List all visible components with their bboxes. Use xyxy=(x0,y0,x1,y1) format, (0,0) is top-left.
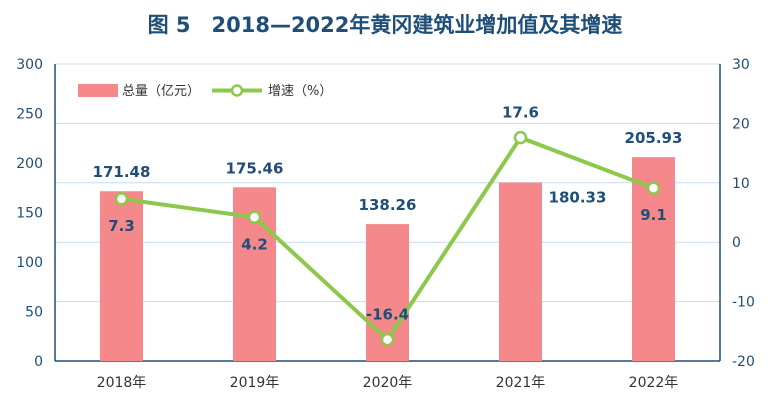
left-axis-tick-label: 200 xyxy=(16,156,43,172)
right-axis-tick-label: 20 xyxy=(732,116,750,132)
legend-bar-swatch xyxy=(78,84,118,97)
chart-title: 图 5 2018—2022年黄冈建筑业增加值及其增速 xyxy=(148,13,623,37)
bar-data-labels: 171.48 175.46 138.26 180.33 205.93 xyxy=(93,129,683,214)
line-point xyxy=(114,192,129,206)
bar-data-label: 175.46 xyxy=(226,159,284,177)
legend: 总量（亿元） 增速（%） xyxy=(78,84,332,99)
bar xyxy=(100,191,143,361)
bar-data-label: 180.33 xyxy=(549,188,607,206)
right-axis-tick-label: 0 xyxy=(732,235,741,251)
left-axis-tick-label: 150 xyxy=(16,206,43,222)
x-axis-tick-label: 2021年 xyxy=(496,375,546,391)
right-axis-tick-label: 10 xyxy=(732,176,750,192)
legend-line-label: 增速（%） xyxy=(268,84,332,99)
right-axis-tick-label: -20 xyxy=(732,354,755,370)
left-axis-tick-label: 100 xyxy=(16,255,43,271)
x-axis-ticks: 2018年 2019年 2020年 2021年 2022年 xyxy=(97,375,679,391)
line-data-labels: 7.3 4.2 -16.4 17.6 9.1 xyxy=(108,104,667,324)
x-axis-tick-label: 2022年 xyxy=(629,375,679,391)
line-data-label: 17.6 xyxy=(502,104,539,122)
bar-data-label: 171.48 xyxy=(93,163,151,181)
line-data-label: 4.2 xyxy=(241,235,268,253)
bar xyxy=(499,182,542,361)
line-point xyxy=(646,181,661,195)
line-data-label: 9.1 xyxy=(640,206,667,224)
legend-line-marker xyxy=(230,84,244,97)
line-series xyxy=(114,130,661,347)
left-axis-tick-label: 50 xyxy=(25,305,43,321)
x-axis-tick-label: 2019年 xyxy=(230,375,280,391)
line-point xyxy=(247,210,262,225)
line-point xyxy=(513,130,528,145)
bar-data-label: 205.93 xyxy=(625,129,683,147)
line-data-label: -16.4 xyxy=(366,306,409,324)
right-axis-tick-label: -10 xyxy=(732,295,755,311)
left-axis-tick-label: 0 xyxy=(34,354,43,370)
left-axis-tick-label: 250 xyxy=(16,107,43,123)
legend-bar-label: 总量（亿元） xyxy=(122,84,200,99)
left-axis-tick-label: 300 xyxy=(16,57,43,73)
x-axis-tick-label: 2018年 xyxy=(97,375,147,391)
line-point xyxy=(380,332,395,347)
bar-data-label: 138.26 xyxy=(359,196,417,214)
line-data-label: 7.3 xyxy=(108,217,135,235)
right-axis-tick-label: 30 xyxy=(732,57,750,73)
x-axis-tick-label: 2020年 xyxy=(363,375,413,391)
